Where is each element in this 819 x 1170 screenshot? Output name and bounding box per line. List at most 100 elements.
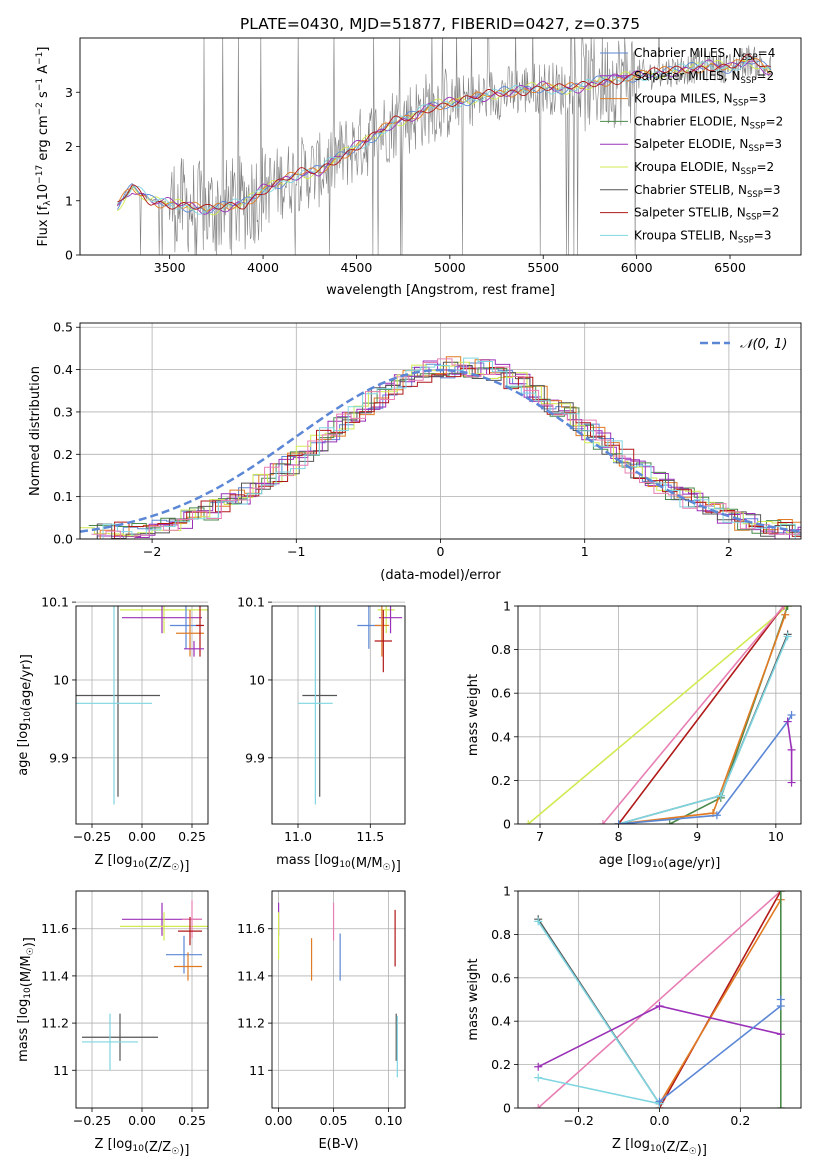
y-axis-label: age [log10(age/yr)] [16, 654, 34, 776]
y-tick-label: 0.3 [53, 404, 73, 419]
weight-series-salpeter_elodie [534, 1002, 785, 1071]
y-tick-label: 1 [65, 193, 73, 208]
x-tick-label: 4000 [247, 260, 279, 275]
weight-marker [776, 891, 785, 895]
hist-salpeter_stelib [85, 367, 801, 539]
x-tick-label: 5500 [527, 260, 559, 275]
x-axis-label: E(B-V) [318, 1137, 358, 1152]
gaussian-curve [80, 368, 801, 533]
weight-series-kroupa_elodie [524, 606, 792, 824]
weight-marker [787, 711, 796, 719]
weight-lines [534, 891, 785, 1108]
errorbar-point [302, 606, 338, 797]
errorbar-point [82, 1013, 138, 1071]
y-tick-label: 0.8 [491, 927, 511, 942]
errorbar-point [76, 606, 152, 805]
y-tick-label: 10 [53, 672, 69, 687]
weight-series-kroupa_stelib [614, 632, 792, 824]
x-axis-label: (data-model)/error [380, 568, 501, 583]
y-tick-label: 0.2 [53, 447, 73, 462]
y-tick-label: 11.2 [237, 1016, 265, 1031]
x-tick-label: 6500 [714, 260, 746, 275]
panel-residuals: −2 −1 0 1 2 0.0 0.1 0.2 0.3 0.4 0.5 𝒩(0, 1) (data-mo… [28, 320, 802, 583]
hist-salpeter_miles [82, 366, 801, 539]
errorbar-point [184, 641, 204, 657]
y-tick-label: 1 [503, 884, 511, 899]
legend-label: Chabrier MILES, NSSP=4 [634, 46, 775, 63]
y-axis-label: Normed distribution [28, 366, 43, 496]
axes-frame [79, 322, 802, 540]
hist-pink [91, 358, 801, 539]
weight-line [659, 999, 782, 1103]
y-tick-label: 3 [65, 85, 73, 100]
y-tick-label: 11 [53, 1063, 69, 1078]
weight-marker [776, 1104, 785, 1108]
x-tick-label: 0.00 [128, 1113, 156, 1128]
weight-marker [524, 820, 533, 824]
y-tick-label: 0.4 [491, 1014, 511, 1029]
errorbar-point [120, 912, 208, 941]
weight-marker [534, 917, 543, 926]
x-tick-label: −0.25 [73, 829, 111, 844]
weight-series-chabrier_miles [655, 995, 785, 1106]
y-tick-label: 0.6 [491, 970, 511, 985]
y-tick-label: 0.1 [53, 489, 73, 504]
weight-line [618, 714, 793, 824]
x-tick-label: 0.2 [730, 1113, 750, 1128]
panel-weight_vs_Z: −0.2 0.0 0.2 0 0.2 0.4 0.6 0.8 1 Z [log10(Z/Z☉)] m… [466, 884, 802, 1158]
spectrum-lines [116, 38, 772, 255]
errorbar-point [82, 1013, 158, 1061]
x-tick-label: 6000 [621, 260, 653, 275]
weight-line [618, 614, 787, 824]
weight-line [537, 891, 782, 1108]
y-axis-label: Flux [fλ10−17 erg cm−2 s−1 A−1] [35, 47, 53, 247]
x-tick-label: 0.25 [178, 1113, 206, 1128]
y-tick-label: 0.4 [491, 729, 511, 744]
x-axis-label: mass [log10(M/M☉)] [276, 853, 401, 874]
legend-label: 𝒩(0, 1) [740, 337, 787, 352]
model-chabrier_miles [117, 60, 772, 214]
histograms [80, 356, 801, 539]
x-tick-label: 1 [581, 544, 589, 559]
weight-marker [534, 1104, 543, 1108]
weight-marker [712, 811, 721, 820]
x-tick-label: 0.0 [650, 1113, 670, 1128]
x-tick-label: 5000 [434, 260, 466, 275]
panel-age_vs_mass: 11.0 11.5 9.9 10 10.1 mass [log10(M/M☉)] [237, 595, 406, 874]
errorbar-point [374, 606, 390, 657]
weight-line [527, 606, 789, 824]
y-tick-label: 0.8 [491, 642, 511, 657]
weight-marker [776, 1030, 785, 1039]
weight-lines [524, 606, 796, 824]
y-tick-label: 2 [65, 139, 73, 154]
legend-label: Salpeter ELODIE, NSSP=3 [634, 137, 782, 154]
y-axis-label: mass weight [466, 674, 481, 756]
panel-age_vs_Z: −0.25 0.00 0.25 9.9 10 10.1 Z [log10(Z/Z☉)] age… [16, 595, 209, 874]
weight-line [658, 899, 782, 1105]
weight-marker [781, 610, 790, 619]
x-tick-label: −1 [287, 544, 305, 559]
axes-frame [75, 890, 209, 1109]
legend-label: Kroupa STELIB, NSSP=3 [634, 228, 772, 245]
x-tick-label: 10 [768, 829, 784, 844]
y-axis-label: mass [log10(M/M☉)] [16, 937, 37, 1062]
weight-line [618, 636, 789, 824]
model-kroupa_miles [116, 58, 771, 212]
axes-frame [517, 605, 802, 825]
weight-line [658, 891, 782, 1108]
x-tick-label: 4500 [341, 260, 373, 275]
y-tick-label: 0 [65, 248, 73, 263]
weight-marker [783, 717, 792, 726]
x-tick-label: 11.0 [284, 829, 312, 844]
legend-label: Chabrier STELIB, NSSP=3 [634, 183, 781, 200]
x-axis-label: Z [log10(Z/Z☉)] [95, 853, 190, 874]
weight-marker [787, 745, 796, 754]
axes-frame [517, 890, 802, 1109]
legend-label: Kroupa ELODIE, NSSP=2 [634, 160, 774, 177]
errorbar-point [166, 935, 202, 974]
x-tick-label: −2 [143, 544, 161, 559]
errorbar-point [374, 609, 392, 673]
y-tick-label: 9.9 [245, 750, 265, 765]
y-tick-label: 0 [503, 817, 511, 832]
